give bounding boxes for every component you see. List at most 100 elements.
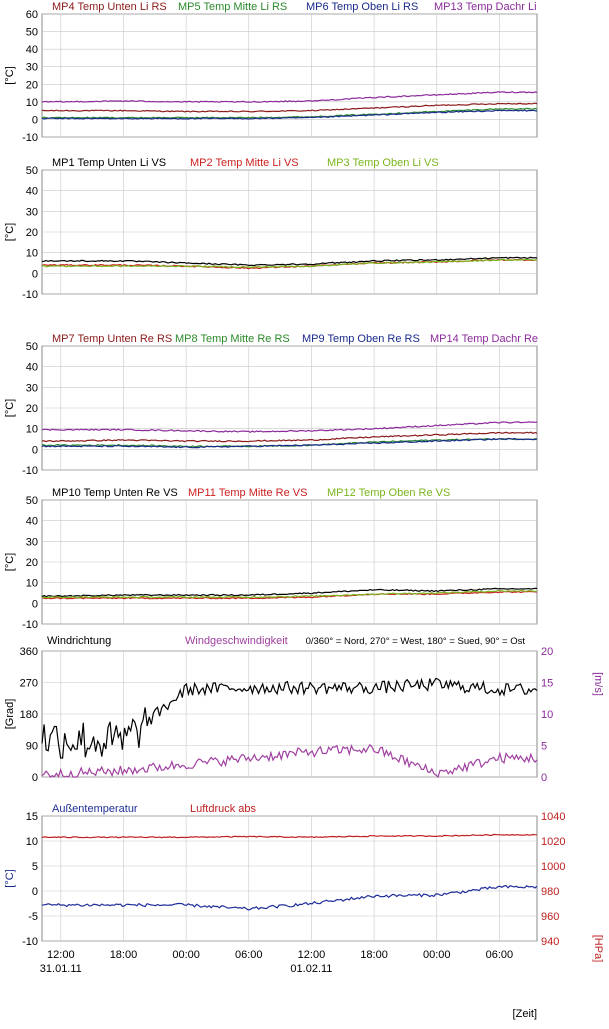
series-line	[41, 743, 538, 779]
y-tick-label: 20	[26, 557, 38, 569]
y-tick-label: 50	[26, 27, 38, 39]
y-tick-label: 0	[32, 114, 38, 126]
y-tick-label: 60	[26, 9, 38, 21]
y-right-axis-label: [HPa]	[592, 935, 604, 963]
y-right-tick-label: 0	[541, 772, 547, 784]
y-tick-label: -5	[28, 911, 38, 923]
series-line	[41, 109, 538, 120]
y-tick-label: 15	[26, 811, 38, 823]
legend-entry: MP8 Temp Mitte Re RS	[175, 333, 290, 345]
y-tick-label: 10	[26, 578, 38, 590]
y-tick-label: 10	[26, 248, 38, 260]
legend-entry: Windgeschwindigkeit	[185, 635, 288, 647]
legend-entry: Außentemperatur	[52, 803, 138, 815]
legend-entry: MP14 Temp Dachr Re	[430, 333, 538, 345]
x-tick-label: 18:00	[360, 949, 388, 961]
x-tick-label: 00:00	[423, 949, 451, 961]
y-right-tick-label: 20	[541, 646, 553, 658]
series-line	[41, 833, 538, 839]
y-axis-label: [°C]	[4, 399, 16, 417]
y-tick-label: 180	[20, 709, 38, 721]
legend-entry: MP1 Temp Unten Li VS	[52, 157, 166, 169]
y-tick-label: 30	[26, 62, 38, 74]
y-right-tick-label: 15	[541, 678, 553, 690]
series-line	[41, 258, 538, 269]
y-axis-label: [Grad]	[4, 699, 16, 730]
series-line	[41, 102, 538, 113]
series-line	[41, 437, 538, 449]
x-tick-label: 18:00	[110, 949, 138, 961]
y-right-tick-label: 1020	[541, 836, 565, 848]
y-right-tick-label: 1000	[541, 861, 565, 873]
y-axis-label: [°C]	[4, 66, 16, 84]
y-tick-label: 50	[26, 165, 38, 177]
y-tick-label: 50	[26, 495, 38, 507]
plot-frame-5	[41, 815, 538, 942]
y-axis-label: [°C]	[4, 223, 16, 241]
x-tick-label: 12:00	[298, 949, 326, 961]
legend-entry: MP11 Temp Mitte Re VS	[188, 487, 307, 499]
y-tick-label: 0	[32, 598, 38, 610]
y-tick-label: 20	[26, 403, 38, 415]
y-tick-label: 20	[26, 227, 38, 239]
y-tick-label: 20	[26, 79, 38, 91]
legend-entry: Windrichtung	[47, 635, 111, 647]
y-tick-label: 360	[20, 646, 38, 658]
y-tick-label: 0	[32, 268, 38, 280]
series-line	[41, 256, 538, 267]
y-tick-label: 10	[26, 836, 38, 848]
x-tick-label: 00:00	[172, 949, 200, 961]
x-tick-label: 12:00	[47, 949, 75, 961]
legend-entry: MP2 Temp Mitte Li VS	[190, 157, 299, 169]
legend-entry: Luftdruck abs	[190, 803, 257, 815]
legend-entry: MP5 Temp Mitte Li RS	[178, 1, 287, 13]
series-line	[41, 107, 538, 119]
y-right-tick-label: 5	[541, 741, 547, 753]
y-right-tick-label: 1040	[541, 811, 565, 823]
x-axis-label: [Zeit]	[513, 1008, 537, 1020]
series-line	[41, 587, 537, 598]
legend-entry: MP13 Temp Dachr Li	[434, 1, 537, 13]
series-line	[41, 589, 538, 599]
series-line	[41, 91, 538, 103]
legend-entry: MP4 Temp Unten Li RS	[52, 1, 167, 13]
legend-entry: MP12 Temp Oben Re VS	[327, 487, 450, 499]
y-axis-label: [°C]	[4, 869, 16, 887]
x-tick-label: 06:00	[486, 949, 514, 961]
y-right-axis-label: [m/s]	[592, 672, 604, 696]
y-axis-label: [°C]	[4, 553, 16, 571]
y-right-tick-label: 980	[541, 886, 559, 898]
x-date-label: 31.01.11	[40, 963, 82, 975]
series-line	[41, 677, 538, 759]
y-tick-label: 30	[26, 206, 38, 218]
y-right-tick-label: 940	[541, 936, 559, 948]
legend-entry: MP3 Temp Oben Li VS	[327, 157, 439, 169]
y-right-tick-label: 960	[541, 911, 559, 923]
y-tick-label: 270	[20, 678, 38, 690]
y-tick-label: -10	[22, 465, 38, 477]
y-right-tick-label: 10	[541, 709, 553, 721]
y-tick-label: -10	[22, 619, 38, 631]
x-date-label: 01.02.11	[290, 963, 332, 975]
wind-annotation: 0/360° = Nord, 270° = West, 180° = Sued,…	[306, 636, 526, 647]
y-tick-label: 5	[32, 861, 38, 873]
y-tick-label: 0	[32, 444, 38, 456]
y-tick-label: 30	[26, 536, 38, 548]
legend-entry: MP7 Temp Unten Re RS	[52, 333, 172, 345]
y-tick-label: -10	[22, 132, 38, 144]
series-line	[41, 884, 538, 911]
y-tick-label: 0	[32, 886, 38, 898]
legend-entry: MP10 Temp Unten Re VS	[52, 487, 178, 499]
y-tick-label: 0	[32, 772, 38, 784]
y-tick-label: 40	[26, 362, 38, 374]
y-tick-label: 90	[26, 741, 38, 753]
x-tick-label: 06:00	[235, 949, 263, 961]
y-tick-label: 10	[26, 97, 38, 109]
y-tick-label: -10	[22, 936, 38, 948]
y-tick-label: 40	[26, 516, 38, 528]
legend-entry: MP6 Temp Oben Li RS	[306, 1, 418, 13]
y-tick-label: 50	[26, 341, 38, 353]
y-tick-label: 10	[26, 424, 38, 436]
